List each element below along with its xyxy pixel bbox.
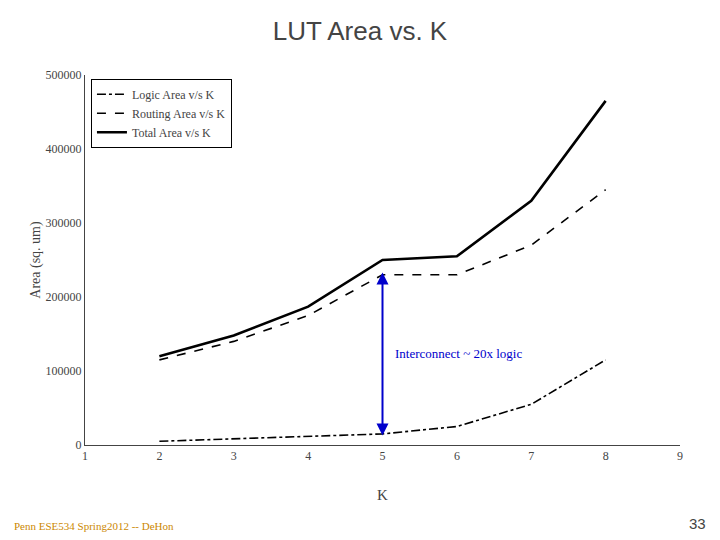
svg-text:4: 4 <box>305 449 311 463</box>
svg-text:9: 9 <box>677 449 683 463</box>
svg-text:7: 7 <box>528 449 534 463</box>
svg-text:500000: 500000 <box>46 68 82 82</box>
svg-text:400000: 400000 <box>46 142 82 156</box>
svg-text:Routing Area v/s K: Routing Area v/s K <box>132 107 225 121</box>
svg-text:6: 6 <box>454 449 460 463</box>
svg-text:1: 1 <box>82 449 88 463</box>
svg-text:LUT Area vs. K: LUT Area vs. K <box>273 16 448 46</box>
svg-text:300000: 300000 <box>46 216 82 230</box>
svg-text:3: 3 <box>231 449 237 463</box>
svg-text:33: 33 <box>689 515 706 532</box>
svg-text:2: 2 <box>156 449 162 463</box>
svg-text:Logic Area v/s K: Logic Area v/s K <box>132 88 215 102</box>
svg-text:0: 0 <box>76 438 82 452</box>
svg-text:8: 8 <box>603 449 609 463</box>
svg-text:Penn ESE534 Spring2012 -- DeHo: Penn ESE534 Spring2012 -- DeHon <box>14 520 174 532</box>
svg-text:Area (sq. um): Area (sq. um) <box>28 221 44 299</box>
svg-text:100000: 100000 <box>46 364 82 378</box>
svg-text:Interconnect ~ 20x logic: Interconnect ~ 20x logic <box>395 346 522 361</box>
svg-text:Total Area v/s K: Total Area v/s K <box>132 126 211 140</box>
svg-text:5: 5 <box>380 449 386 463</box>
svg-text:K: K <box>377 487 388 503</box>
svg-text:200000: 200000 <box>46 290 82 304</box>
